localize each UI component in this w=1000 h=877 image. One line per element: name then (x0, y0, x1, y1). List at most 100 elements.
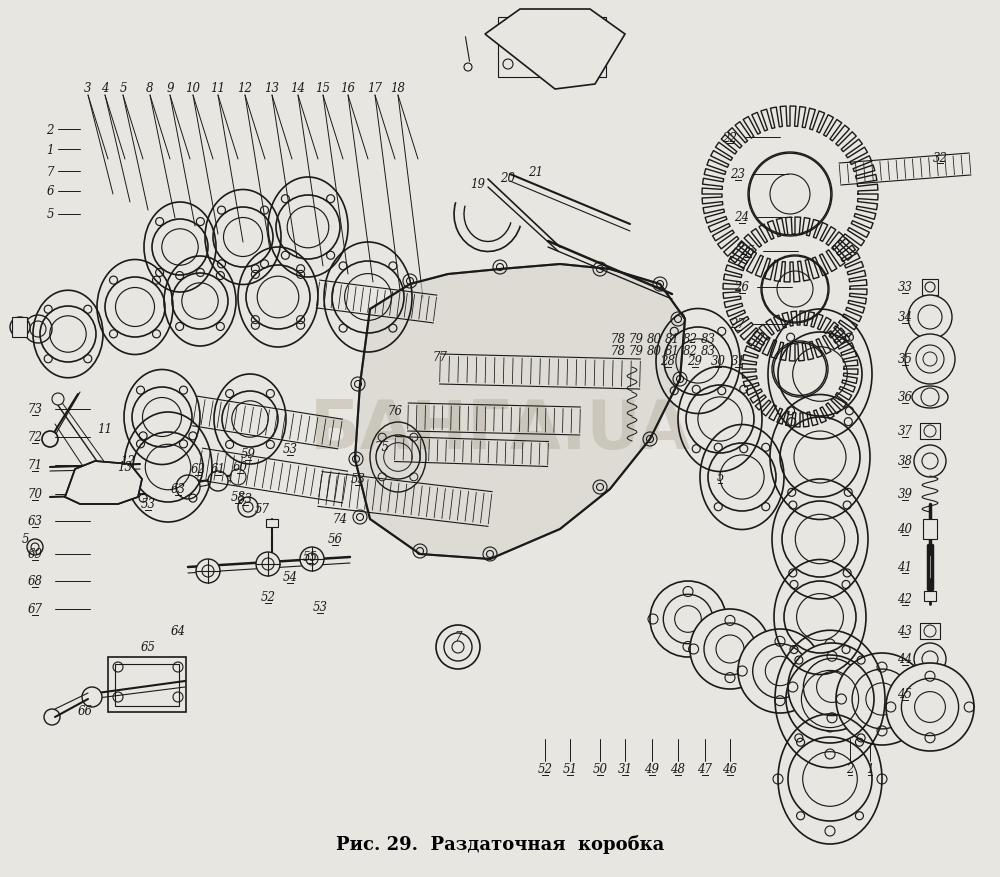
Text: 7: 7 (454, 631, 462, 644)
Text: 75: 75 (374, 441, 390, 454)
Text: 35: 35 (898, 353, 912, 366)
Text: 55: 55 (302, 551, 318, 564)
Text: 43: 43 (898, 624, 912, 638)
Text: 53: 53 (283, 443, 298, 456)
Text: 33: 33 (898, 282, 912, 294)
Bar (498, 18, 606, 78)
Circle shape (208, 472, 228, 491)
Text: 62: 62 (190, 463, 206, 476)
Text: 21: 21 (528, 165, 544, 178)
Text: 41: 41 (898, 561, 912, 574)
Text: 38: 38 (898, 455, 912, 468)
Text: 63: 63 (170, 483, 186, 496)
Circle shape (852, 669, 912, 729)
Circle shape (585, 20, 595, 30)
Circle shape (922, 453, 938, 469)
Circle shape (238, 497, 258, 517)
Circle shape (788, 643, 876, 731)
Circle shape (42, 431, 58, 447)
Text: 59: 59 (240, 448, 256, 461)
Circle shape (650, 581, 726, 657)
Circle shape (914, 643, 946, 675)
Text: 23: 23 (730, 168, 746, 182)
Text: 37: 37 (898, 425, 912, 438)
Text: 77: 77 (432, 351, 448, 364)
Circle shape (690, 610, 770, 689)
Circle shape (52, 394, 64, 405)
Text: 40: 40 (898, 523, 912, 536)
Text: 46: 46 (722, 763, 738, 775)
Bar (115, 664, 179, 706)
Text: 2: 2 (46, 124, 54, 136)
Circle shape (256, 553, 280, 576)
Circle shape (585, 60, 595, 70)
Text: 12: 12 (238, 82, 252, 95)
Text: 24: 24 (734, 211, 750, 225)
Circle shape (836, 653, 928, 745)
Circle shape (915, 692, 945, 723)
Text: 78: 78 (610, 346, 626, 358)
Text: 63: 63 (28, 515, 42, 528)
Text: 18: 18 (390, 82, 406, 95)
Circle shape (24, 316, 52, 344)
Text: Рис. 29.  Раздаточная  коробка: Рис. 29. Раздаточная коробка (336, 835, 664, 853)
Circle shape (765, 657, 795, 686)
Text: 49: 49 (644, 763, 660, 775)
Text: 13: 13 (118, 461, 132, 474)
Text: 45: 45 (898, 688, 912, 701)
Text: 79: 79 (629, 346, 644, 358)
Text: 71: 71 (28, 459, 42, 472)
Text: 54: 54 (283, 571, 298, 584)
Text: 34: 34 (898, 311, 912, 324)
Text: 2: 2 (846, 763, 854, 775)
Circle shape (196, 560, 220, 583)
Text: 32: 32 (932, 152, 948, 164)
Circle shape (748, 153, 832, 237)
Text: 80: 80 (646, 333, 662, 346)
Circle shape (761, 256, 829, 324)
Polygon shape (355, 265, 685, 560)
Text: 7: 7 (46, 165, 54, 178)
Text: 19: 19 (471, 178, 486, 191)
Text: 17: 17 (368, 82, 382, 95)
Circle shape (918, 682, 942, 706)
Text: 5: 5 (46, 208, 54, 221)
Bar (924, 591, 936, 602)
Text: 67: 67 (28, 602, 42, 616)
Text: 58: 58 (230, 491, 246, 504)
Text: 72: 72 (28, 431, 42, 444)
Circle shape (704, 624, 756, 675)
Text: 25: 25 (740, 246, 756, 258)
Bar (108, 657, 186, 712)
Bar (923, 519, 937, 539)
Text: 36: 36 (898, 391, 912, 404)
Text: 28: 28 (660, 355, 676, 368)
Text: 53: 53 (312, 601, 328, 614)
Circle shape (916, 346, 944, 374)
Text: 1: 1 (866, 763, 874, 775)
Text: 50: 50 (592, 763, 608, 775)
Text: 10: 10 (186, 82, 200, 95)
Text: 13: 13 (264, 82, 280, 95)
Text: 51: 51 (562, 763, 578, 775)
Circle shape (27, 539, 43, 555)
Text: 73: 73 (28, 403, 42, 416)
Text: 44: 44 (898, 652, 912, 666)
Text: 3: 3 (84, 82, 92, 95)
Circle shape (908, 296, 952, 339)
Circle shape (545, 40, 555, 50)
Text: 79: 79 (629, 333, 644, 346)
Text: 61: 61 (210, 463, 226, 476)
Circle shape (675, 606, 701, 632)
Text: 48: 48 (670, 763, 686, 775)
Text: 65: 65 (140, 641, 156, 653)
Circle shape (922, 652, 938, 667)
Text: 39: 39 (898, 488, 912, 501)
Polygon shape (65, 461, 142, 504)
Text: 9: 9 (166, 82, 174, 95)
Text: 8: 8 (146, 82, 154, 95)
Text: 66: 66 (78, 705, 92, 717)
Circle shape (436, 625, 480, 669)
Text: 56: 56 (328, 533, 342, 545)
Text: 29: 29 (688, 355, 702, 368)
